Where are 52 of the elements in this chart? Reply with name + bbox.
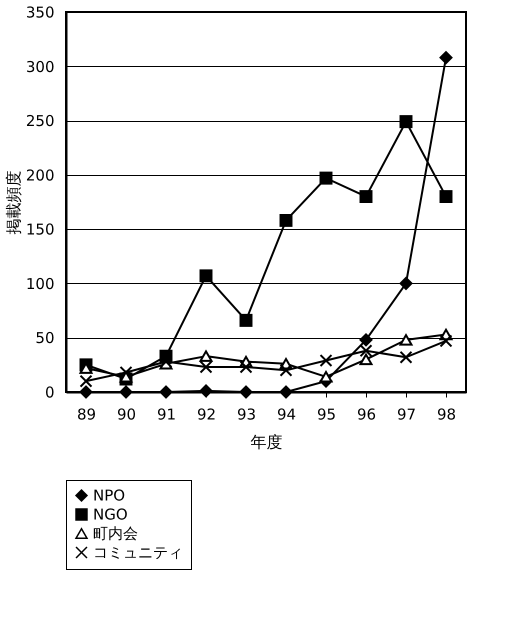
- point: [320, 172, 332, 185]
- point: [440, 51, 452, 64]
- legend-label: コミュニティ: [93, 544, 183, 562]
- point: [200, 269, 212, 282]
- point: [440, 190, 452, 204]
- y-tick-label: 100: [26, 274, 54, 293]
- point: [200, 384, 212, 398]
- point: [200, 350, 212, 362]
- legend-label: 町内会: [93, 524, 138, 542]
- x-tick-label: 92: [196, 406, 216, 424]
- point: [280, 214, 292, 227]
- point: [360, 333, 372, 346]
- y-tick-label: 250: [26, 112, 54, 130]
- point: [440, 334, 452, 348]
- point: [160, 386, 172, 398]
- legend-label: NGO: [93, 506, 128, 524]
- x-tick-label: 91: [156, 406, 176, 424]
- x-tick-label: 93: [236, 406, 256, 424]
- point: [120, 386, 132, 398]
- y-axis-title: 掲載頻度: [4, 170, 23, 234]
- point: [240, 314, 252, 327]
- x-tick-label: 89: [76, 406, 96, 424]
- point: [80, 386, 92, 398]
- y-tick-label: 150: [26, 220, 54, 239]
- x-tick-label: 94: [276, 406, 296, 424]
- point: [360, 344, 372, 358]
- point: [400, 115, 412, 128]
- x-axis-title: 年度: [250, 432, 282, 452]
- point: [400, 350, 412, 364]
- point: [320, 371, 332, 383]
- x-tick-label: 95: [316, 406, 336, 424]
- y-tick-label: 0: [44, 384, 54, 402]
- y-tick-label: 50: [35, 329, 54, 348]
- x-tick-label: 98: [436, 406, 456, 424]
- legend-label: NPO: [93, 486, 126, 504]
- point: [240, 360, 252, 374]
- point: [280, 364, 292, 377]
- point: [240, 386, 252, 398]
- point: [280, 386, 292, 398]
- point: [200, 360, 212, 374]
- point: [80, 374, 92, 388]
- y-tick-label: 300: [26, 58, 54, 76]
- y-tick-label: 200: [26, 166, 54, 184]
- point: [400, 276, 412, 290]
- x-tick-label: 97: [396, 406, 416, 424]
- point: [360, 190, 372, 204]
- y-tick-label: 350: [26, 4, 54, 22]
- point: [400, 334, 412, 346]
- point: [320, 354, 332, 367]
- point: [360, 354, 372, 366]
- x-tick-label: 96: [356, 406, 376, 424]
- x-tick-label: 90: [116, 406, 136, 424]
